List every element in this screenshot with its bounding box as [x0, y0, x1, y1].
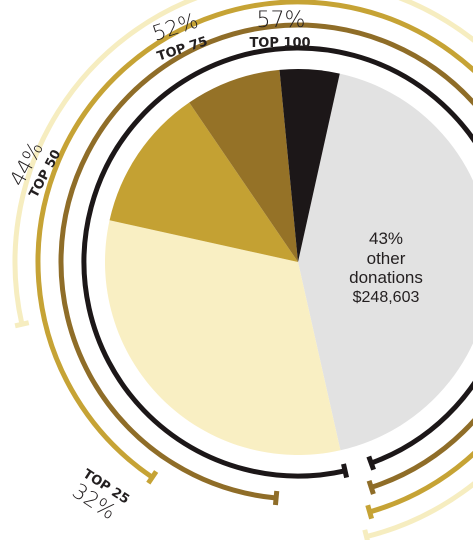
bracket-cap-4-end — [366, 455, 376, 471]
pie-slice-5 — [279, 68, 340, 263]
bracket-arc-1 — [12, 0, 473, 540]
bracket-cap-2-start — [146, 470, 159, 485]
other-donations-line2: donations — [349, 268, 423, 287]
other-donations-amount: $248,603 — [353, 289, 420, 306]
top25-label: TOP 25 32% — [68, 467, 132, 525]
other-donations-percent: 43% — [369, 229, 403, 248]
other-donations-line1: other — [367, 249, 406, 268]
bracket-arc-2 — [35, 0, 473, 515]
pie-slices — [104, 68, 473, 456]
top100-percent: 57% — [257, 8, 306, 33]
cumulative-brackets — [12, 0, 473, 540]
bracket-cap-4-start — [341, 463, 350, 479]
bracket-cap-1-start — [14, 320, 30, 329]
top50-label: 44% TOP 50 — [5, 138, 64, 201]
pie-slice-4 — [189, 69, 298, 262]
pie-slice-1 — [298, 73, 473, 451]
bracket-arc-4 — [81, 45, 473, 479]
top100-label: 57% TOP 100 — [249, 8, 310, 51]
pie-slice-3 — [109, 102, 298, 262]
bracket-cap-3-end — [366, 479, 376, 495]
other-donations-label: 43% other donations $248,603 — [349, 229, 423, 306]
bracket-arc-3 — [58, 22, 473, 501]
bracket-cap-3-start — [272, 490, 280, 506]
bracket-cap-1-end — [362, 529, 370, 540]
bracket-cap-2-end — [365, 504, 374, 520]
pie-slice-2 — [104, 220, 341, 456]
top100-tier: TOP 100 — [249, 36, 310, 51]
